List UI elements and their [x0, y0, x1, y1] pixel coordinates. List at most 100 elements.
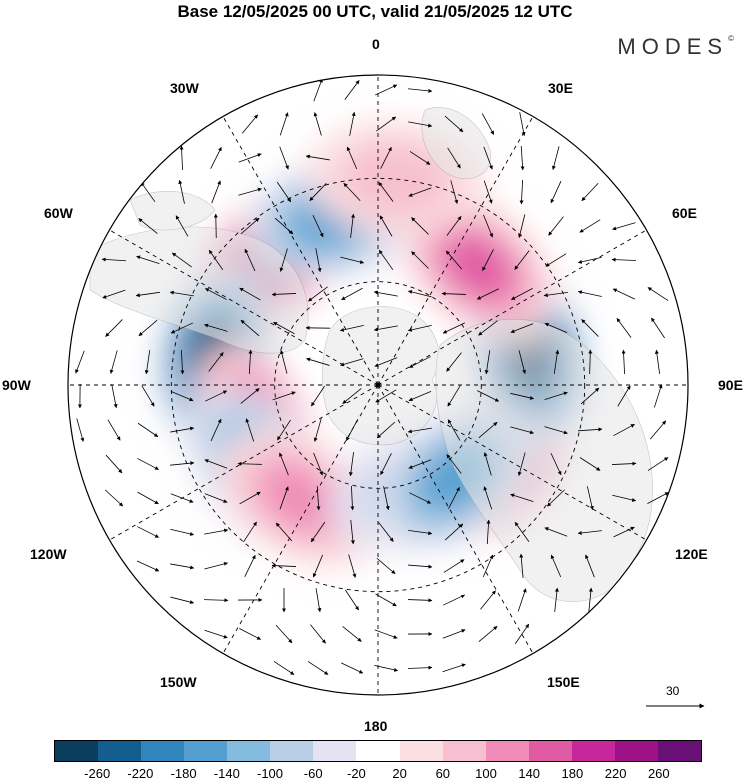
colorbar-tick-label: -140 — [213, 766, 240, 781]
wind-arrow-icon — [378, 522, 394, 542]
lon-label-30e: 30E — [548, 80, 573, 96]
wind-arrow-icon — [203, 598, 229, 603]
wind-arrow-icon — [373, 290, 398, 297]
wind-arrow-icon — [137, 458, 159, 470]
wind-arrow-icon — [611, 461, 637, 466]
wind-arrow-icon — [315, 248, 322, 273]
wind-arrow-icon — [376, 116, 397, 132]
wind-arrow-icon — [109, 350, 118, 374]
lon-label-120e: 120E — [675, 546, 708, 562]
wind-arrow-icon — [348, 452, 354, 477]
wind-arrow-icon — [346, 146, 358, 170]
wind-arrow-icon — [480, 590, 496, 610]
wind-arrow-icon — [447, 147, 461, 169]
wind-arrow-icon — [271, 563, 297, 568]
wind-arrow-icon — [75, 350, 85, 374]
wind-arrow-icon — [611, 257, 637, 262]
wind-arrow-icon — [315, 588, 322, 613]
wind-arrow-icon — [550, 180, 562, 204]
wind-arrow-icon — [380, 146, 392, 169]
wind-arrow-icon — [519, 553, 524, 578]
wind-arrow-icon — [308, 286, 328, 302]
wind-arrow-icon — [374, 629, 398, 639]
brand-text: MODES — [617, 34, 729, 59]
wind-arrow-icon — [442, 629, 466, 639]
wind-arrow-icon — [482, 554, 494, 578]
wind-arrow-icon — [441, 291, 467, 296]
wind-arrow-icon — [205, 390, 228, 402]
map-border — [67, 74, 689, 696]
wind-arrow-icon — [544, 391, 568, 401]
wind-arrow-icon — [373, 325, 398, 332]
wind-arrow-icon — [279, 248, 288, 272]
wind-arrow-icon — [170, 426, 195, 433]
wind-arrow-icon — [408, 88, 433, 93]
wind-arrow-icon — [105, 454, 123, 474]
wind-arrow-icon — [104, 489, 124, 507]
wind-arrow-icon — [543, 291, 568, 298]
wind-arrow-icon — [378, 182, 394, 202]
wind-arrow-icon — [376, 557, 396, 575]
wind-arrow-icon — [613, 423, 635, 437]
wind-arrow-icon — [375, 593, 397, 607]
lon-label-150w: 150W — [160, 674, 197, 690]
colorbar-tick-label: 100 — [475, 766, 497, 781]
colorbar-swatch — [657, 741, 701, 761]
wind-arrow-icon — [211, 180, 221, 204]
wind-arrow-icon — [407, 290, 432, 298]
wind-arrow-icon — [242, 114, 258, 134]
wind-arrow-icon — [577, 290, 602, 297]
wind-arrow-icon — [517, 452, 526, 476]
colorbar — [54, 740, 702, 762]
colorbar-tick-label: 140 — [518, 766, 541, 781]
wind-arrow-icon — [210, 146, 222, 169]
anomaly-blob — [443, 234, 513, 299]
wind-arrow-icon — [444, 115, 464, 133]
wind-arrow-icon — [612, 222, 636, 231]
wind-arrow-icon — [481, 113, 495, 135]
wind-arrow-icon — [483, 146, 493, 170]
wind-arrow-icon — [340, 662, 364, 674]
meridian-line — [377, 384, 534, 654]
wind-arrow-icon — [248, 349, 253, 375]
wind-arrow-icon — [478, 421, 498, 439]
wind-arrow-icon — [617, 385, 631, 407]
wind-arrow-icon — [140, 181, 156, 203]
wind-arrow-icon — [350, 213, 355, 238]
meridian-line — [109, 229, 379, 386]
wind-arrow-icon — [244, 554, 256, 577]
colorbar-swatch — [141, 741, 185, 761]
wind-arrow-icon — [376, 421, 396, 439]
colorbar-tick-label: -100 — [256, 766, 284, 781]
wind-arrow-icon — [180, 349, 185, 375]
wind-arrow-icon — [409, 356, 431, 368]
wind-arrow-icon — [306, 357, 330, 366]
wind-arrow-icon — [651, 317, 665, 339]
brand-mark: © — [728, 34, 734, 43]
wind-arrow-icon — [647, 287, 669, 301]
colorbar-tick-label: -220 — [127, 766, 154, 781]
wind-arrow-icon — [578, 427, 603, 432]
wind-arrow-icon — [577, 530, 602, 535]
meridian-line — [377, 384, 647, 541]
wind-arrow-icon — [273, 321, 295, 335]
wind-arrow-icon — [409, 492, 432, 504]
lon-label-30w: 30W — [170, 80, 199, 96]
polar-map — [67, 74, 689, 696]
wind-arrow-icon — [486, 519, 491, 545]
pole-marker — [375, 382, 381, 388]
wind-arrow-icon — [204, 459, 228, 469]
wind-arrow-icon — [279, 349, 288, 374]
colorbar-tick-label: -180 — [170, 766, 197, 781]
wind-arrow-icon — [647, 457, 669, 471]
wind-arrow-icon — [510, 392, 535, 400]
wind-arrow-icon — [238, 187, 262, 196]
meridian-line — [109, 384, 379, 541]
wind-arrow-icon — [272, 391, 296, 401]
wind-arrow-icon — [544, 322, 568, 334]
wind-arrow-icon — [616, 318, 632, 338]
wind-arrow-icon — [448, 486, 460, 509]
wind-arrow-icon — [442, 663, 466, 673]
wind-arrow-icon — [477, 390, 500, 402]
wind-arrow-icon — [447, 385, 461, 407]
